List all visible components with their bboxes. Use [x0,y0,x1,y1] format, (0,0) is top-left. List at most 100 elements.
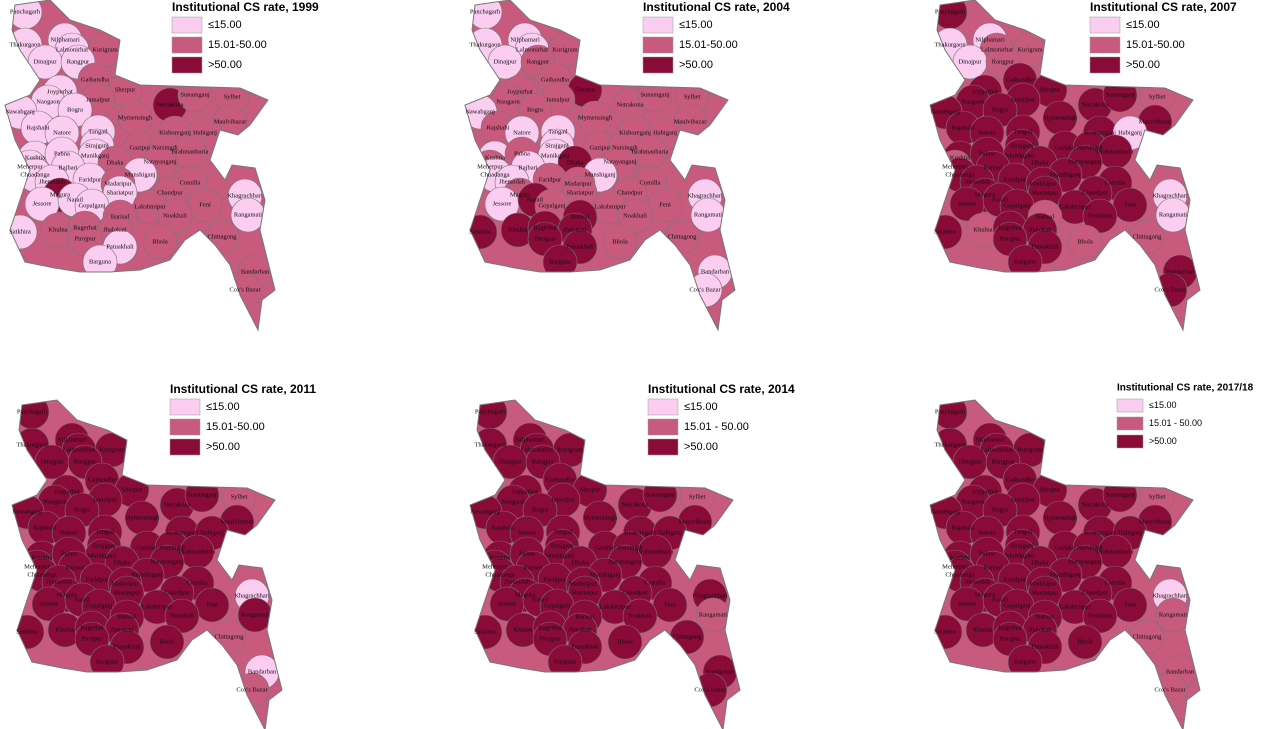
district-label: Narail [532,596,548,603]
district-label: Chuadanga [480,171,509,178]
legend-label: >50.00 [208,59,242,71]
district-label: Habiganj [200,529,224,536]
district-label: Nawabganj [930,108,960,115]
district-label: Noakhali [170,612,194,619]
district-label: Naogaon [961,98,985,105]
district-label: Barguna [549,258,571,265]
district-label: Dinajpur [958,458,982,465]
district-label: Chittagong [1133,233,1163,240]
district-label: Chuadanga [945,171,974,178]
district-label: Kishoreganj [624,529,656,536]
district-label: Habiganj [193,129,217,136]
map-title: Institutional CS rate, 2017/18 [1117,382,1254,393]
legend-swatch [171,56,203,74]
district-label: Patuakhali [113,643,141,650]
district-label: Chandpur [157,189,183,196]
district [607,624,643,660]
district-label: Faridpur [544,576,567,583]
map-title: Institutional CS rate, 2011 [170,382,316,396]
district-label: Khulna [508,226,527,233]
district-label: Thakurgaon [469,41,501,48]
district-label: Narsingdi [1077,144,1103,151]
district-label: Brahmanbaria [637,548,674,555]
district-label: Gaibandha [546,476,574,483]
district-label: Gazipur [595,544,617,551]
district-label: Sylhet [224,93,241,100]
district-label: Pabna [519,550,535,557]
map: Panchagarh Thakurgaon Nilphamari Lalmonirha… [4,0,276,332]
district-label: Jhalokati [1028,226,1052,233]
district-label: Chittagong [1133,633,1163,640]
district-label: Lakshmipur [1059,603,1091,610]
district-label: Pabna [54,150,70,157]
district-label: Cox's Bazar [229,286,261,293]
district [142,224,178,260]
district-label: Magura [510,191,530,198]
district-label: Rajshahi [952,124,975,131]
district-label: Shariatpur [113,589,141,596]
district-label: Rangamati [699,611,727,618]
district-label: Jamalpur [86,96,111,103]
district-label: Jhenaidah [499,178,526,185]
district-label: Faridpur [539,176,562,183]
district-label: Jessore [33,200,52,207]
legend-label: ≤15.00 [684,401,718,413]
district-label: Jhalokati [1028,626,1052,633]
district-label: Gaibandha [88,476,116,483]
district-label: Satkhira [474,628,496,635]
map-title: Institutional CS rate, 2004 [643,0,790,14]
district-label: Patuakhali [571,643,599,650]
district-label: Kushtia [950,154,970,161]
district-label: Nilphamari [515,436,545,443]
district-label: Manikganj [546,552,574,559]
district-label: Tangail [88,128,108,135]
district-label: Tangail [548,128,568,135]
district-label: Bagerhat [538,624,562,631]
district-label: Khagrachhari [692,592,728,599]
district-label: Bandarban [701,268,730,275]
district-label: Thakurgaon [474,441,506,448]
district-label: Panchagarh [470,8,501,15]
legend-swatch [169,438,201,456]
district-label: Gopalganj [1003,202,1030,209]
district-label: Natore [518,529,536,536]
legend-label: 15.01 - 50.00 [1149,418,1202,428]
district-label: Meherpur [477,163,503,170]
legend-swatch [647,438,679,456]
district-label: Pabna [61,550,77,557]
district-label: Khulna [973,226,992,233]
district-label: Narsingdi [612,144,638,151]
districts [5,0,273,308]
district-label: Bagerhat [998,624,1022,631]
district-label: Madaripur [104,180,132,187]
district-label: Feni [1124,601,1136,608]
district-label: Jamalpur [1011,96,1036,103]
district [157,198,193,234]
legend-swatch [1089,16,1121,34]
district-label: Nawabganj [930,508,960,515]
district-label: Sherpur [575,86,596,93]
district-label: Dinajpur [958,58,982,65]
district-label: Magura [57,591,77,598]
district-label: Sherpur [115,86,136,93]
district-label: Rajshahi [492,524,515,531]
district-label: Khagrachhari [1152,592,1188,599]
district-label: Lalmonirhat [516,46,548,53]
district-label: Rajshahi [952,524,975,531]
district-label: Shariatpur [1031,589,1059,596]
district-label: Thakurgaon [16,441,48,448]
district-label: Bandarban [248,668,277,675]
district-label: Kishoreganj [1084,129,1116,136]
legend-swatch [1116,398,1144,413]
district-label: Sylhet [689,493,706,500]
district-label: Nilphamari [975,36,1005,43]
map: Panchagarh Thakurgaon Nilphamari Lalmonirha… [11,399,283,729]
district-label: Rangpur [532,458,555,465]
district-label: Cox's Bazar [689,286,721,293]
district-label: Barisal [111,213,130,220]
district-label: Nawabganj [5,108,35,115]
district-label: Sylhet [1149,93,1166,100]
legend-label: >50.00 [1149,436,1177,446]
district-label: Chandpur [1082,189,1108,196]
district-label: Sirajganj [545,142,569,149]
